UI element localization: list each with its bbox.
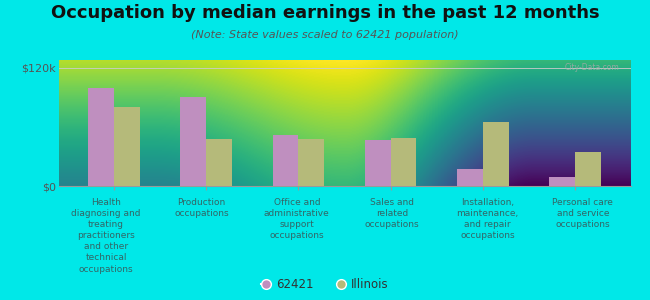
Text: Installation,
maintenance,
and repair
occupations: Installation, maintenance, and repair oc… (456, 198, 519, 240)
Bar (549, 177, 575, 186)
Text: (Note: State values scaled to 62421 population): (Note: State values scaled to 62421 popu… (191, 30, 459, 40)
Bar (180, 98, 206, 186)
Bar (575, 152, 601, 186)
Bar (457, 169, 483, 186)
Legend: 62421, Illinois: 62421, Illinois (261, 278, 389, 291)
Bar (298, 139, 324, 186)
Text: Personal care
and service
occupations: Personal care and service occupations (552, 198, 613, 229)
Bar (272, 135, 298, 186)
Text: City-Data.com: City-Data.com (564, 62, 619, 71)
Bar (114, 107, 140, 186)
Bar (365, 140, 391, 186)
Text: Occupation by median earnings in the past 12 months: Occupation by median earnings in the pas… (51, 4, 599, 22)
Text: Health
diagnosing and
treating
practitioners
and other
technical
occupations: Health diagnosing and treating practitio… (72, 198, 141, 274)
Bar (206, 139, 232, 186)
Bar (88, 88, 114, 186)
Text: Production
occupations: Production occupations (174, 198, 229, 218)
Bar (483, 122, 509, 186)
Bar (391, 138, 417, 186)
Text: Office and
administrative
support
occupations: Office and administrative support occupa… (264, 198, 330, 240)
Text: Sales and
related
occupations: Sales and related occupations (365, 198, 419, 229)
